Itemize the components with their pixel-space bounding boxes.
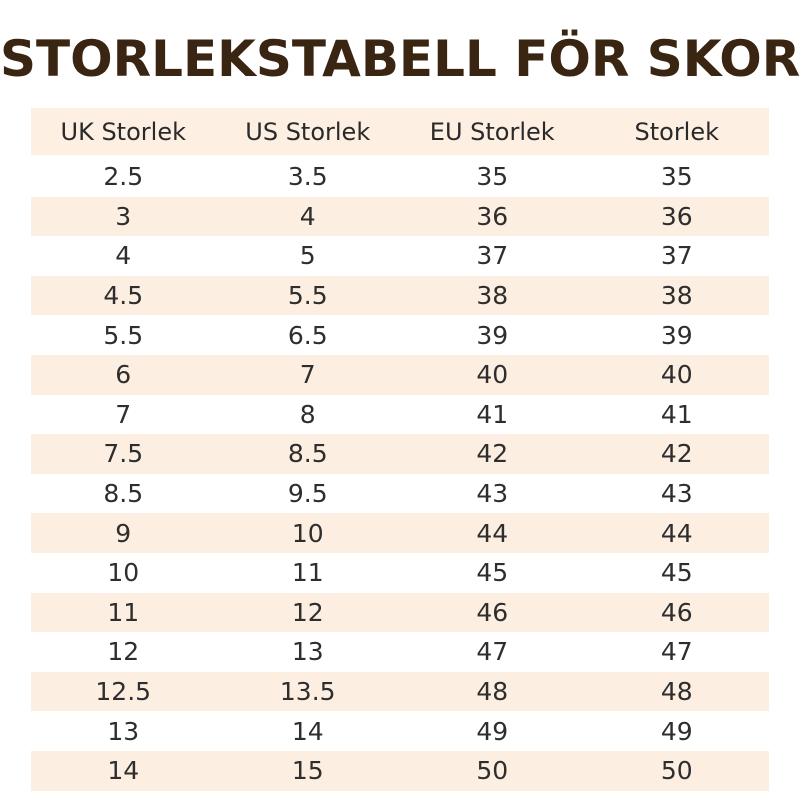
table-row: 2.5 3.5 35 35 xyxy=(31,157,769,197)
size-cell: 36 xyxy=(660,201,693,231)
header-uk-size: UK Storlek xyxy=(60,117,186,146)
eu-size-cell: 47 xyxy=(476,637,509,667)
size-cell: 42 xyxy=(660,439,693,469)
us-size-cell: 12 xyxy=(291,597,324,627)
eu-size-cell: 50 xyxy=(476,756,509,786)
us-size-cell: 8.5 xyxy=(287,439,328,469)
eu-size-cell: 35 xyxy=(476,162,509,192)
table-row: 5.5 6.5 39 39 xyxy=(31,315,769,355)
size-cell: 45 xyxy=(660,558,693,588)
uk-size-cell: 9 xyxy=(115,518,132,548)
table-row: 10 11 45 45 xyxy=(31,553,769,593)
table-body: 2.5 3.5 35 35 3 4 36 36 4 5 37 37 4.5 5.5 38 38 5.5 6.5 39… xyxy=(31,157,769,791)
page-title: STORLEKSTABELL FÖR SKOR xyxy=(0,30,800,88)
eu-size-cell: 39 xyxy=(476,320,509,350)
size-table: UK Storlek US Storlek EU Storlek Storlek… xyxy=(31,108,769,791)
eu-size-cell: 40 xyxy=(476,360,509,390)
table-row: 11 12 46 46 xyxy=(31,592,769,633)
us-size-cell: 14 xyxy=(291,716,324,746)
table-row: 4.5 5.5 38 38 xyxy=(31,275,769,316)
uk-size-cell: 12 xyxy=(107,637,140,667)
header-us-size: US Storlek xyxy=(245,117,371,146)
uk-size-cell: 6 xyxy=(115,360,132,390)
size-cell: 47 xyxy=(660,637,693,667)
us-size-cell: 5 xyxy=(299,241,316,271)
size-cell: 48 xyxy=(660,677,693,707)
size-cell: 41 xyxy=(660,399,693,429)
us-size-cell: 3.5 xyxy=(287,162,328,192)
uk-size-cell: 7.5 xyxy=(103,439,144,469)
uk-size-cell: 2.5 xyxy=(103,162,144,192)
uk-size-cell: 8.5 xyxy=(103,479,144,509)
size-cell: 44 xyxy=(660,518,693,548)
table-row: 12.5 13.5 48 48 xyxy=(31,671,769,712)
table-row: 12 13 47 47 xyxy=(31,632,769,672)
us-size-cell: 7 xyxy=(299,360,316,390)
size-cell: 39 xyxy=(660,320,693,350)
eu-size-cell: 37 xyxy=(476,241,509,271)
eu-size-cell: 43 xyxy=(476,479,509,509)
table-row: 7.5 8.5 42 42 xyxy=(31,434,769,474)
size-cell: 49 xyxy=(660,716,693,746)
us-size-cell: 6.5 xyxy=(287,320,328,350)
uk-size-cell: 4 xyxy=(115,241,132,271)
uk-size-cell: 11 xyxy=(107,597,140,627)
table-row: 9 10 44 44 xyxy=(31,513,769,553)
header-size: Storlek xyxy=(634,117,720,146)
table-row: 8.5 9.5 43 43 xyxy=(31,474,769,514)
eu-size-cell: 36 xyxy=(476,201,509,231)
eu-size-cell: 49 xyxy=(476,716,509,746)
us-size-cell: 5.5 xyxy=(287,281,328,311)
us-size-cell: 11 xyxy=(291,558,324,588)
us-size-cell: 4 xyxy=(299,201,316,231)
uk-size-cell: 5.5 xyxy=(103,320,144,350)
uk-size-cell: 3 xyxy=(115,201,132,231)
eu-size-cell: 48 xyxy=(476,677,509,707)
size-cell: 50 xyxy=(660,756,693,786)
table-row: 4 5 37 37 xyxy=(31,236,769,276)
size-cell: 43 xyxy=(660,479,693,509)
eu-size-cell: 41 xyxy=(476,399,509,429)
size-cell: 46 xyxy=(660,597,693,627)
us-size-cell: 10 xyxy=(291,518,324,548)
table-header-row: UK Storlek US Storlek EU Storlek Storlek xyxy=(31,108,769,155)
eu-size-cell: 42 xyxy=(476,439,509,469)
table-row: 6 7 40 40 xyxy=(31,354,769,395)
us-size-cell: 13 xyxy=(291,637,324,667)
us-size-cell: 13.5 xyxy=(279,677,336,707)
table-row: 7 8 41 41 xyxy=(31,395,769,435)
uk-size-cell: 10 xyxy=(107,558,140,588)
size-cell: 37 xyxy=(660,241,693,271)
uk-size-cell: 13 xyxy=(107,716,140,746)
eu-size-cell: 45 xyxy=(476,558,509,588)
uk-size-cell: 7 xyxy=(115,399,132,429)
size-cell: 40 xyxy=(660,360,693,390)
us-size-cell: 15 xyxy=(291,756,324,786)
size-cell: 35 xyxy=(660,162,693,192)
uk-size-cell: 12.5 xyxy=(95,677,152,707)
uk-size-cell: 4.5 xyxy=(103,281,144,311)
table-row: 14 15 50 50 xyxy=(31,750,769,791)
us-size-cell: 8 xyxy=(299,399,316,429)
eu-size-cell: 44 xyxy=(476,518,509,548)
uk-size-cell: 14 xyxy=(107,756,140,786)
us-size-cell: 9.5 xyxy=(287,479,328,509)
table-row: 13 14 49 49 xyxy=(31,711,769,751)
header-eu-size: EU Storlek xyxy=(429,117,555,146)
table-row: 3 4 36 36 xyxy=(31,196,769,237)
eu-size-cell: 38 xyxy=(476,281,509,311)
size-cell: 38 xyxy=(660,281,693,311)
eu-size-cell: 46 xyxy=(476,597,509,627)
